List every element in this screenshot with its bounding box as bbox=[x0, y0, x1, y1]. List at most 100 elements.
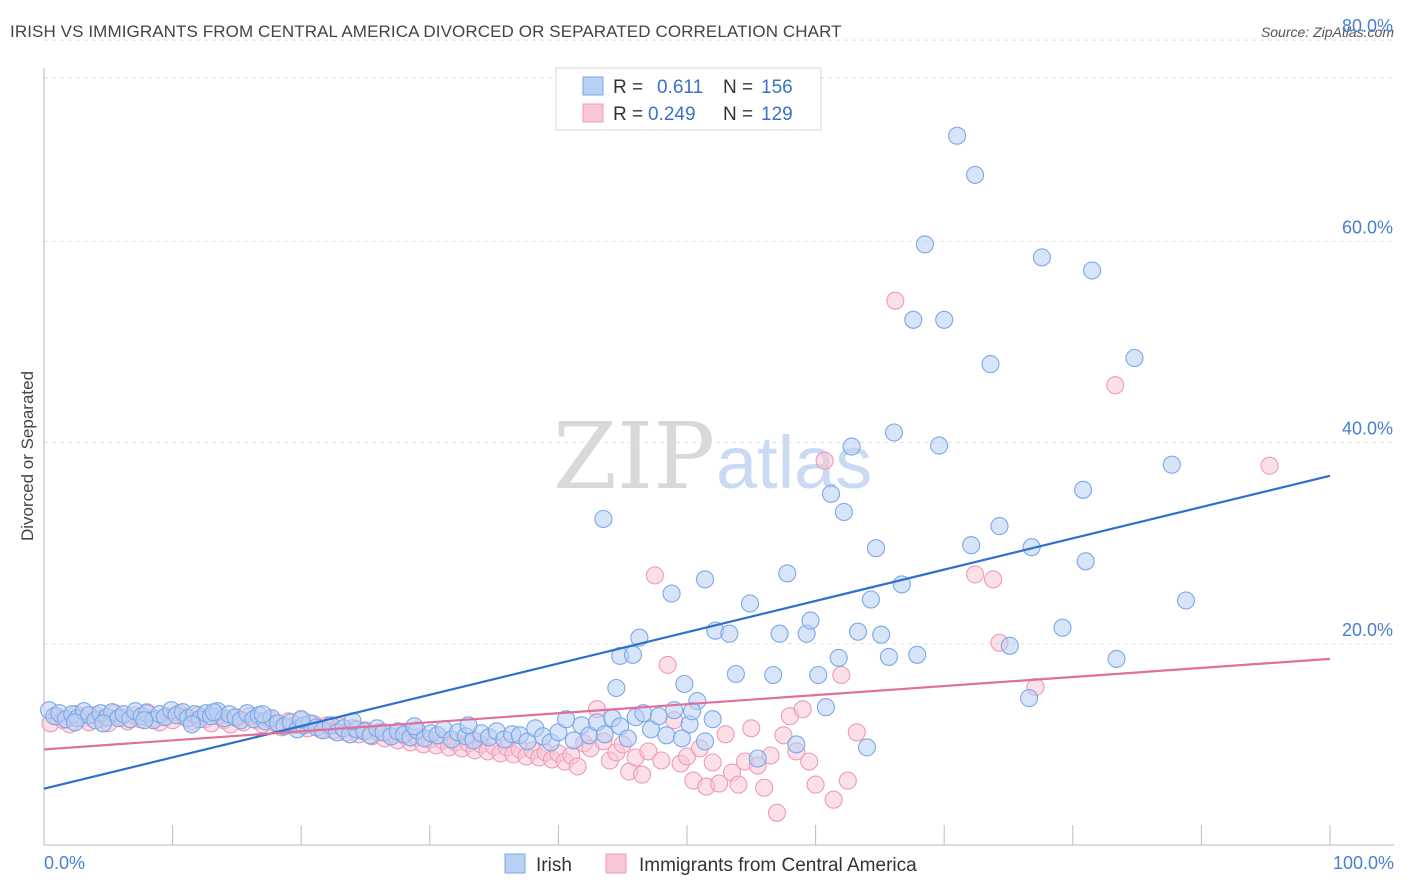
x-tick-label-min: 0.0% bbox=[44, 853, 85, 873]
watermark-zip: ZIP bbox=[553, 403, 715, 510]
legend-r-label-central-america: R = bbox=[613, 104, 643, 125]
central-america-trend-line bbox=[43, 657, 1331, 751]
bottom-legend-swatch-irish bbox=[504, 853, 526, 874]
bottom-legend-label-central-america: Immigrants from Central America bbox=[639, 855, 917, 876]
irish-point bbox=[821, 484, 841, 503]
irish-point bbox=[1083, 261, 1102, 280]
irish-point bbox=[748, 749, 767, 768]
irish-point bbox=[65, 713, 84, 732]
irish-point bbox=[720, 624, 739, 643]
legend-n-label-central-america: N = bbox=[723, 104, 753, 125]
irish-point bbox=[1107, 649, 1126, 668]
irish-point bbox=[1125, 348, 1144, 368]
central-america-point bbox=[658, 655, 677, 674]
irish-point bbox=[935, 310, 954, 329]
central-america-point bbox=[815, 451, 834, 470]
central-america-point bbox=[800, 752, 819, 771]
legend-n-value-central-america: 129 bbox=[761, 104, 793, 125]
legend-r-value-central-america: 0.249 bbox=[648, 104, 696, 125]
central-america-point bbox=[1260, 456, 1279, 475]
irish-point bbox=[405, 717, 424, 736]
irish-point bbox=[657, 726, 676, 745]
central-america-point bbox=[677, 747, 697, 766]
irish-point bbox=[829, 648, 848, 667]
irish-point bbox=[1176, 591, 1196, 610]
chart-title: IRISH VS IMMIGRANTS FROM CENTRAL AMERICA… bbox=[10, 22, 842, 41]
irish-point bbox=[135, 711, 154, 730]
central-america-point bbox=[847, 723, 866, 742]
irish-point bbox=[872, 625, 891, 644]
irish-point bbox=[764, 665, 783, 685]
irish-point bbox=[564, 731, 583, 750]
irish-point bbox=[848, 622, 868, 641]
bottom-legend-label-irish: Irish bbox=[536, 855, 572, 876]
irish-point bbox=[618, 729, 637, 748]
irish-point bbox=[1020, 689, 1039, 708]
legend-r-value-irish: 0.611 bbox=[657, 77, 703, 98]
irish-point bbox=[1000, 636, 1019, 655]
irish-point bbox=[908, 645, 927, 664]
irish-point bbox=[915, 235, 934, 254]
central-america-point bbox=[710, 774, 729, 793]
irish-point bbox=[459, 716, 478, 735]
irish-point bbox=[930, 436, 949, 455]
legend-swatch-central-america bbox=[582, 103, 604, 123]
irish-point bbox=[770, 624, 789, 643]
irish-point bbox=[703, 710, 722, 729]
watermark: ZIP atlas bbox=[553, 403, 872, 510]
irish-point bbox=[292, 710, 311, 729]
irish-point bbox=[695, 732, 715, 751]
irish-point bbox=[884, 423, 904, 442]
irish-point bbox=[809, 665, 828, 685]
irish-point bbox=[662, 584, 681, 603]
y-tick-label: 20.0% bbox=[1342, 620, 1393, 640]
central-america-point bbox=[824, 790, 843, 809]
correlation-legend: R = 0.611 N = 156 R = 0.249 N = 129 bbox=[555, 67, 822, 131]
central-america-point bbox=[716, 725, 735, 744]
irish-point bbox=[557, 710, 576, 729]
series-legend: Irish Immigrants from Central America bbox=[504, 853, 917, 876]
irish-point bbox=[857, 738, 877, 757]
x-axis-ticks bbox=[43, 825, 1331, 845]
y-tick-labels: 20.0% 40.0% 60.0% 80.0% bbox=[1342, 16, 1393, 640]
central-america-point bbox=[1106, 376, 1125, 395]
irish-point bbox=[1074, 480, 1093, 499]
irish-point bbox=[778, 564, 797, 583]
irish-point bbox=[1032, 248, 1051, 267]
irish-point bbox=[1053, 618, 1072, 637]
irish-point bbox=[990, 517, 1009, 536]
irish-point bbox=[623, 645, 643, 664]
irish-point bbox=[675, 674, 694, 694]
irish-point bbox=[94, 714, 113, 733]
irish-point bbox=[1162, 455, 1181, 474]
central-america-point bbox=[832, 665, 851, 685]
irish-point bbox=[842, 437, 861, 456]
irish-point bbox=[695, 570, 715, 589]
central-america-point bbox=[774, 726, 793, 745]
y-tick-label: 40.0% bbox=[1342, 419, 1393, 439]
central-america-point bbox=[652, 751, 671, 770]
irish-point bbox=[981, 355, 1000, 374]
irish-point bbox=[966, 165, 985, 184]
irish-point bbox=[787, 735, 806, 754]
central-america-point bbox=[703, 753, 722, 772]
legend-swatch-irish bbox=[582, 76, 604, 96]
y-tick-label: 60.0% bbox=[1342, 217, 1393, 237]
irish-point bbox=[904, 310, 923, 329]
irish-point bbox=[740, 594, 760, 613]
irish-point bbox=[801, 611, 820, 630]
y-tick-label: 80.0% bbox=[1342, 16, 1393, 36]
legend-r-label-irish: R = bbox=[613, 77, 643, 98]
central-america-point bbox=[806, 775, 825, 794]
irish-point bbox=[595, 725, 614, 744]
central-america-point bbox=[984, 570, 1003, 589]
irish-point bbox=[607, 678, 626, 698]
bottom-legend-swatch-central-america bbox=[605, 853, 627, 874]
irish-point bbox=[204, 703, 223, 722]
central-america-point bbox=[639, 742, 658, 761]
central-america-point bbox=[729, 775, 748, 794]
irish-point bbox=[879, 647, 898, 666]
central-america-point bbox=[755, 778, 774, 797]
irish-point bbox=[866, 539, 886, 558]
irish-point bbox=[1076, 552, 1095, 571]
